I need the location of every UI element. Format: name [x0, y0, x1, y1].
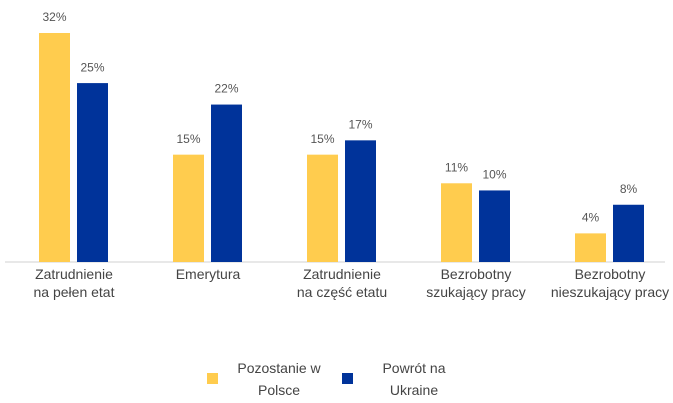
bar [345, 140, 376, 262]
value-label: 32% [42, 10, 66, 24]
value-label: 25% [80, 60, 104, 74]
legend-label: Pozostanie w Polsce [237, 360, 321, 398]
legend-label: Powrót na Ukraine [382, 360, 446, 398]
value-label: 4% [582, 211, 600, 225]
bar [307, 154, 338, 262]
x-tick-label: Emerytura [175, 266, 241, 282]
value-label: 17% [348, 118, 372, 132]
bar [173, 154, 204, 262]
value-label: 22% [214, 82, 238, 96]
x-tick-label: Zatrudnienie na część etatu [296, 266, 388, 300]
value-label: 11% [445, 160, 468, 174]
x-tick-label: Bezrobotny nieszukający pracy [550, 266, 670, 300]
value-label: 10% [482, 168, 506, 182]
x-tick-label: Bezrobotny szukający pracy [426, 266, 526, 300]
value-label: 15% [310, 132, 334, 146]
bar [211, 104, 242, 262]
value-label: 8% [620, 182, 638, 196]
bar [39, 33, 70, 262]
legend-swatch [207, 373, 218, 384]
x-tick-label: Zatrudnienie na pełen etat [33, 266, 115, 300]
bar [441, 183, 472, 262]
bar [575, 233, 606, 262]
bar [613, 204, 644, 262]
bar [77, 83, 108, 262]
bar [479, 190, 510, 262]
value-label: 15% [176, 132, 200, 146]
legend-swatch [342, 373, 353, 384]
